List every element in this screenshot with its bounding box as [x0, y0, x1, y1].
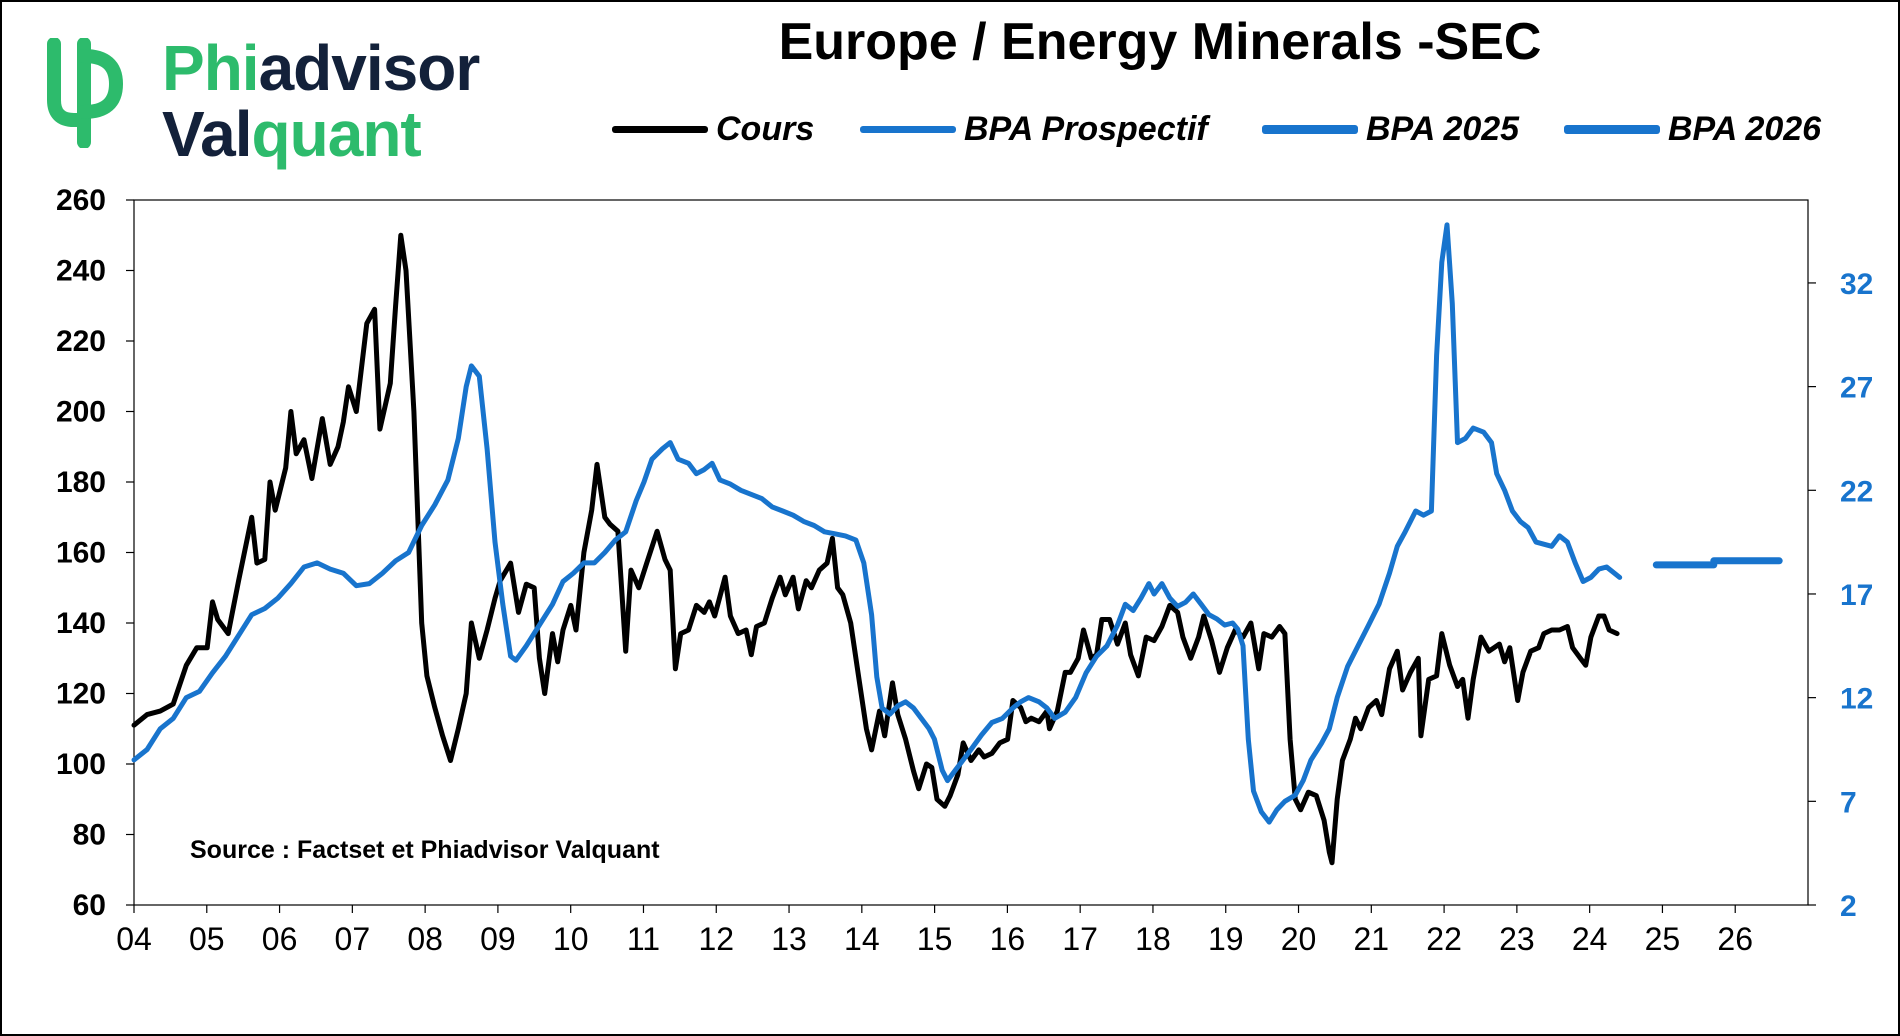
- x-tick-label: 10: [553, 921, 589, 957]
- y-left-tick-label: 80: [73, 819, 106, 852]
- x-tick-label: 15: [917, 921, 953, 957]
- legend-swatch: [860, 125, 956, 133]
- phi-leaf-icon: [47, 38, 124, 148]
- x-tick-label: 11: [627, 921, 660, 957]
- y-left-tick-label: 200: [56, 396, 106, 429]
- y-right-tick-label: 7: [1840, 786, 1857, 819]
- x-tick-label: 26: [1717, 921, 1753, 957]
- plot-area: [133, 199, 1809, 906]
- legend-swatch: [1564, 124, 1660, 134]
- x-tick-label: 06: [262, 921, 298, 957]
- logo-val-text: Val: [162, 98, 253, 170]
- x-tick-label: 09: [480, 921, 516, 957]
- y-left-tick-label: 260: [56, 184, 106, 217]
- x-tick-label: 24: [1572, 921, 1608, 957]
- y-right-tick-label: 2: [1840, 890, 1857, 923]
- y-right-tick-label: 27: [1840, 372, 1873, 405]
- logo-text-line-1: Phiadvisor: [162, 36, 480, 100]
- x-tick-label: 22: [1426, 921, 1462, 957]
- legend-label: Cours: [716, 109, 815, 148]
- x-tick-label: 16: [990, 921, 1026, 957]
- x-tick-label: 07: [335, 921, 371, 957]
- y-left-tick-label: 180: [56, 466, 106, 499]
- legend-swatch: [1262, 124, 1358, 134]
- x-tick-label: 18: [1135, 921, 1171, 957]
- source-note: Source : Factset et Phiadvisor Valquant: [190, 836, 660, 864]
- legend-item: BPA 2025: [1262, 104, 1519, 154]
- y-left-tick-label: 100: [56, 748, 106, 781]
- x-tick-label: 08: [407, 921, 443, 957]
- legend-label: BPA 2026: [1668, 109, 1822, 148]
- y-right-tick-label: 22: [1840, 475, 1873, 508]
- y-right-tick-label: 17: [1840, 579, 1873, 612]
- legend-label: BPA Prospectif: [964, 109, 1208, 148]
- y-left-tick-label: 240: [56, 255, 106, 288]
- series-line-cours: [131, 232, 1620, 866]
- legend-swatch: [612, 125, 708, 133]
- x-tick-label: 17: [1062, 921, 1098, 957]
- y-left-tick-label: 60: [73, 889, 106, 922]
- x-tick-label: 20: [1281, 921, 1317, 957]
- x-tick-label: 04: [116, 921, 152, 957]
- x-tick-label: 05: [189, 921, 225, 957]
- x-tick-label: 23: [1499, 921, 1535, 957]
- chart-legend: Cours BPA Prospectif BPA 2025 BPA 2026: [612, 104, 1842, 154]
- y-left-tick-label: 220: [56, 325, 106, 358]
- y-right-tick-label: 12: [1840, 683, 1873, 716]
- x-tick-label: 14: [844, 921, 880, 957]
- brand-logo: Phiadvisor Valquant: [40, 30, 510, 180]
- logo-advisor-text: advisor: [258, 32, 481, 104]
- y-left-tick-label: 120: [56, 678, 106, 711]
- legend-label: BPA 2025: [1366, 109, 1520, 148]
- legend-item: BPA Prospectif: [860, 104, 1208, 154]
- logo-quant-text: quant: [251, 98, 422, 170]
- x-tick-label: 19: [1208, 921, 1244, 957]
- logo-text-line-2: Valquant: [162, 102, 422, 166]
- y-left-tick-label: 160: [56, 537, 106, 570]
- x-tick-label: 21: [1354, 921, 1390, 957]
- logo-phi-text: Phi: [162, 32, 260, 104]
- x-tick-label: 13: [771, 921, 807, 957]
- x-tick-label: 12: [698, 921, 734, 957]
- chart-title: Europe / Energy Minerals -SEC: [778, 13, 1542, 71]
- legend-item: BPA 2026: [1564, 104, 1821, 154]
- series-line-bpa-prospectif: [131, 222, 1623, 825]
- y-right-tick-label: 32: [1840, 268, 1873, 301]
- x-tick-label: 25: [1645, 921, 1681, 957]
- legend-item: Cours: [612, 104, 814, 154]
- y-left-tick-label: 140: [56, 607, 106, 640]
